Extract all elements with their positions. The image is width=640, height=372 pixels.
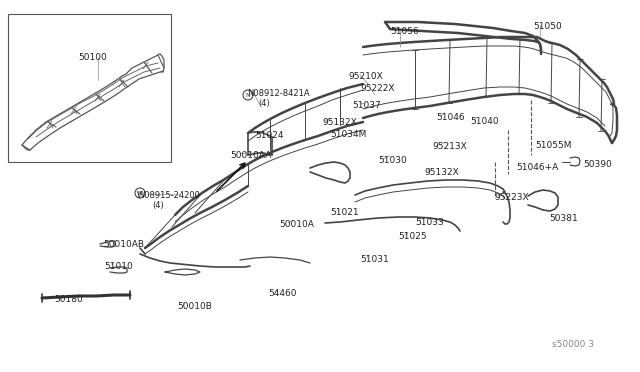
Text: W08915-24200: W08915-24200 — [137, 191, 201, 200]
Text: 51010: 51010 — [104, 262, 132, 271]
Text: 51055M: 51055M — [535, 141, 572, 150]
Text: 95222X: 95222X — [360, 84, 394, 93]
Text: 50100: 50100 — [78, 53, 107, 62]
Text: 95132X: 95132X — [424, 168, 459, 177]
Text: 51031: 51031 — [360, 255, 388, 264]
Text: W: W — [137, 190, 143, 196]
Text: N: N — [246, 93, 250, 97]
Text: 51024: 51024 — [255, 131, 284, 140]
Text: 54460: 54460 — [268, 289, 296, 298]
Text: 51025: 51025 — [398, 232, 427, 241]
Text: 50381: 50381 — [549, 214, 578, 223]
Text: 51056: 51056 — [390, 27, 419, 36]
Text: 50390: 50390 — [583, 160, 612, 169]
Text: 95132X: 95132X — [322, 118, 356, 127]
Text: 51021: 51021 — [330, 208, 358, 217]
Text: (4): (4) — [152, 201, 164, 210]
Text: 51030: 51030 — [378, 156, 407, 165]
Text: 51046: 51046 — [436, 113, 465, 122]
Text: 95210X: 95210X — [348, 72, 383, 81]
Text: 51040: 51040 — [470, 117, 499, 126]
Text: 50180: 50180 — [54, 295, 83, 304]
Text: 51050: 51050 — [533, 22, 562, 31]
Text: 51037: 51037 — [352, 101, 381, 110]
Text: 51046+A: 51046+A — [516, 163, 558, 172]
Text: 95223X: 95223X — [494, 193, 529, 202]
Text: 50010B: 50010B — [177, 302, 212, 311]
Text: s50000 3: s50000 3 — [552, 340, 594, 349]
Text: 50010A: 50010A — [279, 220, 314, 229]
Text: 95213X: 95213X — [432, 142, 467, 151]
Text: N08912-8421A: N08912-8421A — [247, 89, 310, 98]
Text: 51033: 51033 — [415, 218, 444, 227]
Bar — [8, 14, 171, 162]
Text: 50010AB: 50010AB — [103, 240, 144, 249]
Text: 50010AA: 50010AA — [230, 151, 271, 160]
Text: (4): (4) — [258, 99, 269, 108]
Text: 51034M: 51034M — [330, 130, 366, 139]
